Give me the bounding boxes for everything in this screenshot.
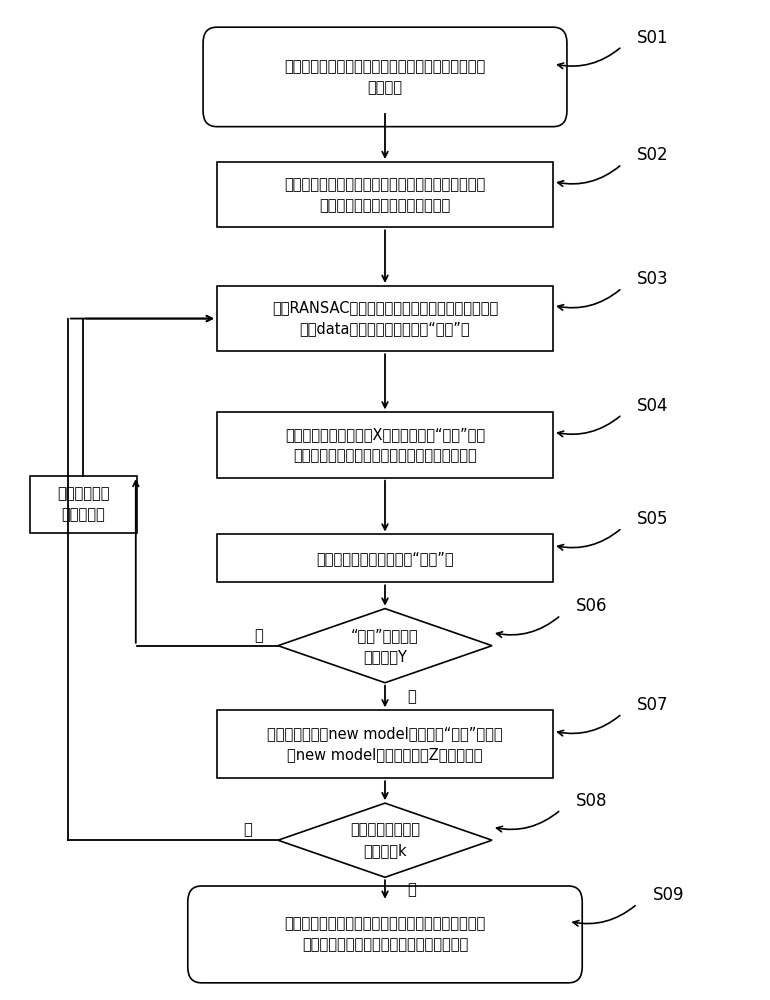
Text: S08: S08 xyxy=(576,792,608,810)
Text: 循环结束，确定背景模型，根据背景模型，将点云数
据集中能够用背景模型刻画的点云数据去除: 循环结束，确定背景模型，根据背景模型，将点云数 据集中能够用背景模型刻画的点云数… xyxy=(284,916,486,952)
Text: S03: S03 xyxy=(638,270,669,288)
Text: 否: 否 xyxy=(255,628,263,643)
Text: S07: S07 xyxy=(638,696,669,714)
Text: 根据设定的相似度阈值X，检索得到与“内群”点匹
配的多个标准模型，并确定标准模型的几何参数: 根据设定的相似度阈值X，检索得到与“内群”点匹 配的多个标准模型，并确定标准模型… xyxy=(285,427,485,463)
Text: S04: S04 xyxy=(638,397,669,415)
Text: 是: 是 xyxy=(407,882,416,897)
Text: “内群”点的占比
大于阈值Y: “内群”点的占比 大于阈值Y xyxy=(351,628,419,664)
Text: S09: S09 xyxy=(652,886,684,904)
Text: 否: 否 xyxy=(243,822,252,837)
Text: S06: S06 xyxy=(576,597,608,615)
Text: S05: S05 xyxy=(638,510,669,528)
Text: S01: S01 xyxy=(638,29,669,47)
Text: 利用确定的标准模型更新“内群”点: 利用确定的标准模型更新“内群”点 xyxy=(316,551,454,566)
Text: 提取给定的无组织点云数据的特征，建立用于刻画点
云形状的几何体，作为标准模型库: 提取给定的无组织点云数据的特征，建立用于刻画点 云形状的几何体，作为标准模型库 xyxy=(284,177,486,213)
Text: 基于RANSAC算法，随机选取上述点云数据集的一个
子集data，假设这些数据都是“内群”点: 基于RANSAC算法，随机选取上述点云数据集的一个 子集data，假设这些数据都… xyxy=(272,301,498,337)
FancyBboxPatch shape xyxy=(188,886,582,983)
FancyBboxPatch shape xyxy=(217,412,553,478)
Polygon shape xyxy=(278,609,492,683)
FancyBboxPatch shape xyxy=(203,27,567,127)
Text: S02: S02 xyxy=(638,146,669,164)
Text: 当前迭代次数小于
迭代次数k: 当前迭代次数小于 迭代次数k xyxy=(350,822,420,858)
Text: 是: 是 xyxy=(407,689,416,704)
FancyBboxPatch shape xyxy=(217,710,553,778)
FancyBboxPatch shape xyxy=(29,476,136,533)
FancyBboxPatch shape xyxy=(217,534,553,582)
Text: 模型不合理，
舍弃该模型: 模型不合理， 舍弃该模型 xyxy=(57,486,109,522)
FancyBboxPatch shape xyxy=(217,286,553,351)
Text: 获取声呐数据，将其范围图像信息转化为全局坐标的
点云数据: 获取声呐数据，将其范围图像信息转化为全局坐标的 点云数据 xyxy=(284,59,486,95)
Polygon shape xyxy=(278,803,492,877)
FancyBboxPatch shape xyxy=(217,162,553,227)
Text: 重新估计新模型new model，并通过“内群”点与模
型new model的当前错误率Z来评估模型: 重新估计新模型new model，并通过“内群”点与模 型new model的当… xyxy=(267,726,503,762)
